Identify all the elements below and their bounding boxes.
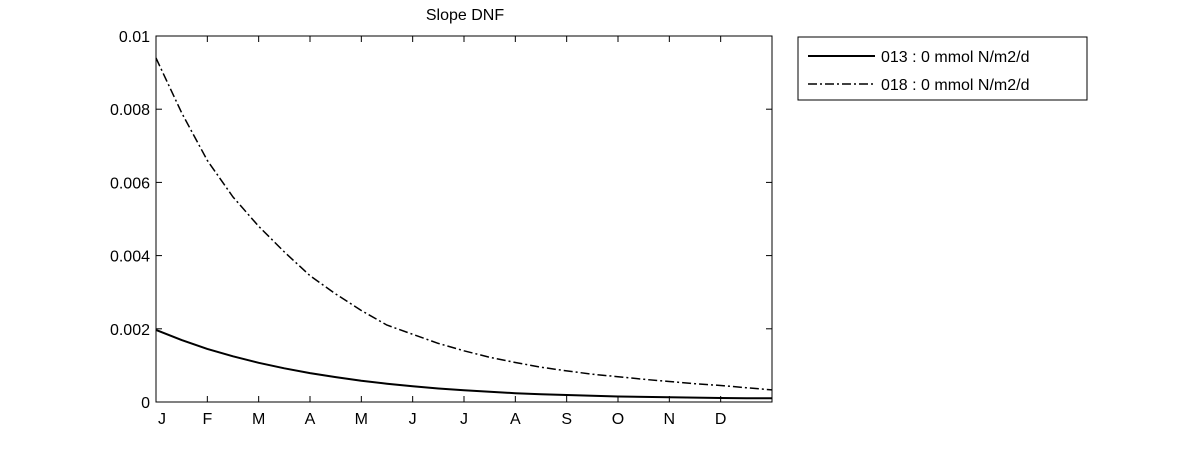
chart-title: Slope DNF xyxy=(426,7,504,24)
x-tick-label: F xyxy=(202,411,212,428)
x-tick-label: J xyxy=(409,411,417,428)
x-tick-label: M xyxy=(355,411,368,428)
plot-area xyxy=(155,35,773,403)
legend-label-013: 013 : 0 mmol N/m2/d xyxy=(881,49,1030,66)
y-tick-label: 0.004 xyxy=(110,249,150,266)
x-tick-label: A xyxy=(510,411,521,428)
plot-frame xyxy=(155,35,773,403)
y-tick-label: 0.006 xyxy=(110,175,150,192)
y-tick-label: 0 xyxy=(141,395,150,412)
x-tick-label: N xyxy=(664,411,676,428)
x-tick-label: M xyxy=(252,411,265,428)
y-tick-label: 0.008 xyxy=(110,102,150,119)
x-tick-label: D xyxy=(715,411,727,428)
x-tick-label: O xyxy=(612,411,624,428)
x-tick-label: J xyxy=(158,411,166,428)
x-tick-label: J xyxy=(460,411,468,428)
legend: 013 : 0 mmol N/m2/d 018 : 0 mmol N/m2/d xyxy=(797,36,1088,101)
y-tick-label: 0.002 xyxy=(110,322,150,339)
legend-box xyxy=(797,36,1088,101)
y-tick-label: 0.01 xyxy=(119,29,150,46)
series-group xyxy=(155,57,773,400)
y-axis: 0 0.002 0.004 0.006 0.008 0.01 xyxy=(110,29,772,412)
series-line-013 xyxy=(155,328,773,400)
legend-label-018: 018 : 0 mmol N/m2/d xyxy=(881,77,1030,94)
x-tick-label: S xyxy=(561,411,572,428)
x-tick-label: A xyxy=(305,411,316,428)
series-line-018 xyxy=(155,57,773,391)
